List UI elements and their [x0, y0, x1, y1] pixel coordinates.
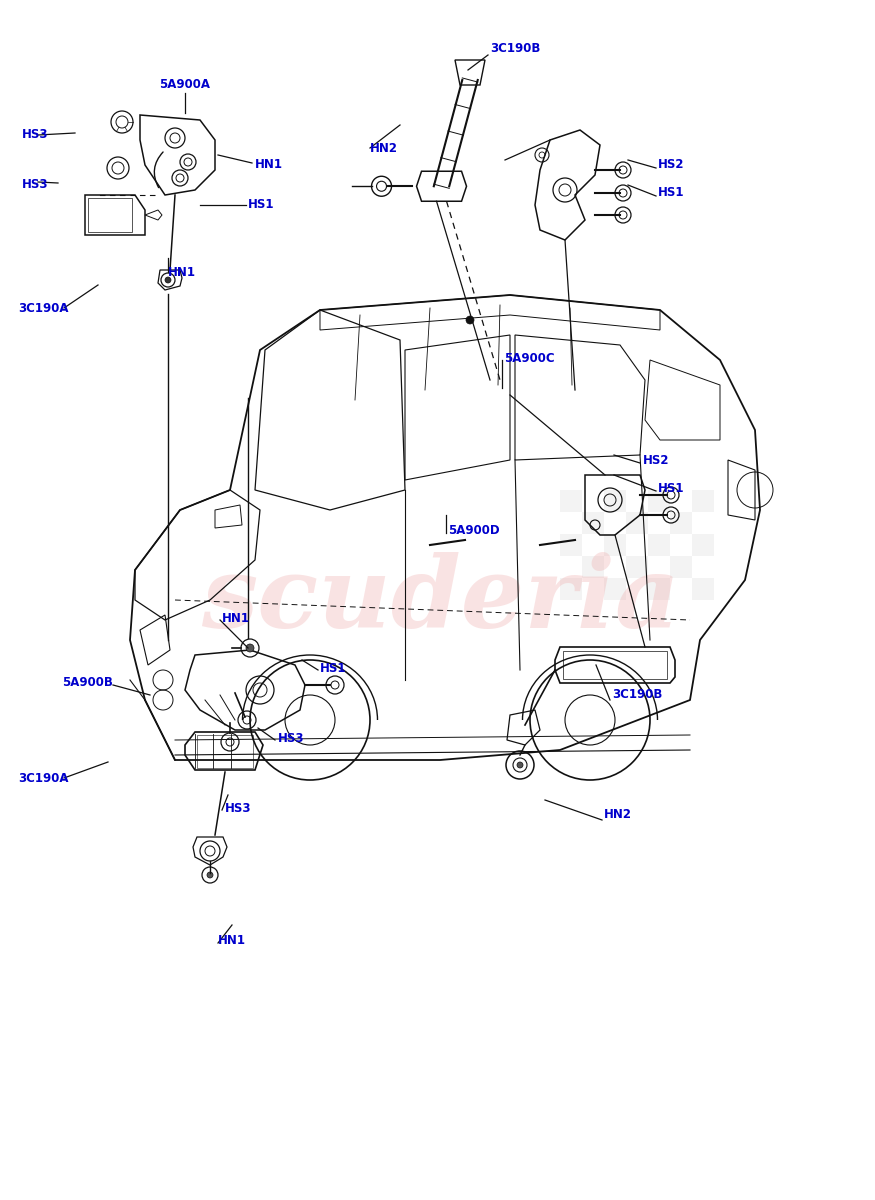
Bar — [560, 534, 582, 556]
Bar — [670, 556, 692, 578]
Bar — [648, 534, 670, 556]
Bar — [626, 556, 648, 578]
Text: HS3: HS3 — [22, 179, 48, 192]
Text: HS3: HS3 — [22, 128, 48, 142]
Text: HN1: HN1 — [255, 158, 283, 172]
Bar — [560, 578, 582, 600]
Bar — [604, 578, 626, 600]
Text: HN1: HN1 — [218, 934, 246, 947]
Bar — [692, 490, 714, 512]
Text: HN1: HN1 — [222, 612, 250, 624]
Bar — [604, 534, 626, 556]
Text: HS3: HS3 — [225, 802, 251, 815]
Text: 5A900D: 5A900D — [448, 523, 500, 536]
Text: HS1: HS1 — [658, 481, 684, 494]
Circle shape — [466, 316, 474, 324]
Bar — [582, 512, 604, 534]
Circle shape — [246, 644, 254, 652]
Text: 5A900C: 5A900C — [504, 352, 555, 365]
Bar — [626, 512, 648, 534]
Circle shape — [207, 872, 213, 878]
Text: HS1: HS1 — [658, 186, 684, 199]
Bar — [692, 578, 714, 600]
Text: HS1: HS1 — [320, 661, 346, 674]
Bar — [692, 534, 714, 556]
Bar — [648, 490, 670, 512]
Text: HS2: HS2 — [658, 158, 684, 172]
Text: HS2: HS2 — [643, 454, 669, 467]
Text: HS1: HS1 — [248, 198, 275, 211]
Text: 3C190A: 3C190A — [18, 301, 68, 314]
Text: HN1: HN1 — [168, 265, 196, 278]
Text: scuderia: scuderia — [200, 552, 679, 648]
Text: HN2: HN2 — [370, 142, 398, 155]
Bar — [648, 578, 670, 600]
Bar — [560, 490, 582, 512]
Text: 5A900B: 5A900B — [62, 676, 113, 689]
Text: HN2: HN2 — [604, 809, 632, 822]
Text: 5A900A: 5A900A — [159, 78, 211, 91]
Bar — [604, 490, 626, 512]
Bar — [582, 556, 604, 578]
Bar — [670, 512, 692, 534]
Text: 3C190B: 3C190B — [490, 42, 541, 54]
Circle shape — [165, 277, 171, 283]
Text: 3C190B: 3C190B — [612, 689, 662, 702]
Text: 3C190A: 3C190A — [18, 772, 68, 785]
Circle shape — [517, 762, 523, 768]
Text: HS3: HS3 — [278, 732, 304, 744]
